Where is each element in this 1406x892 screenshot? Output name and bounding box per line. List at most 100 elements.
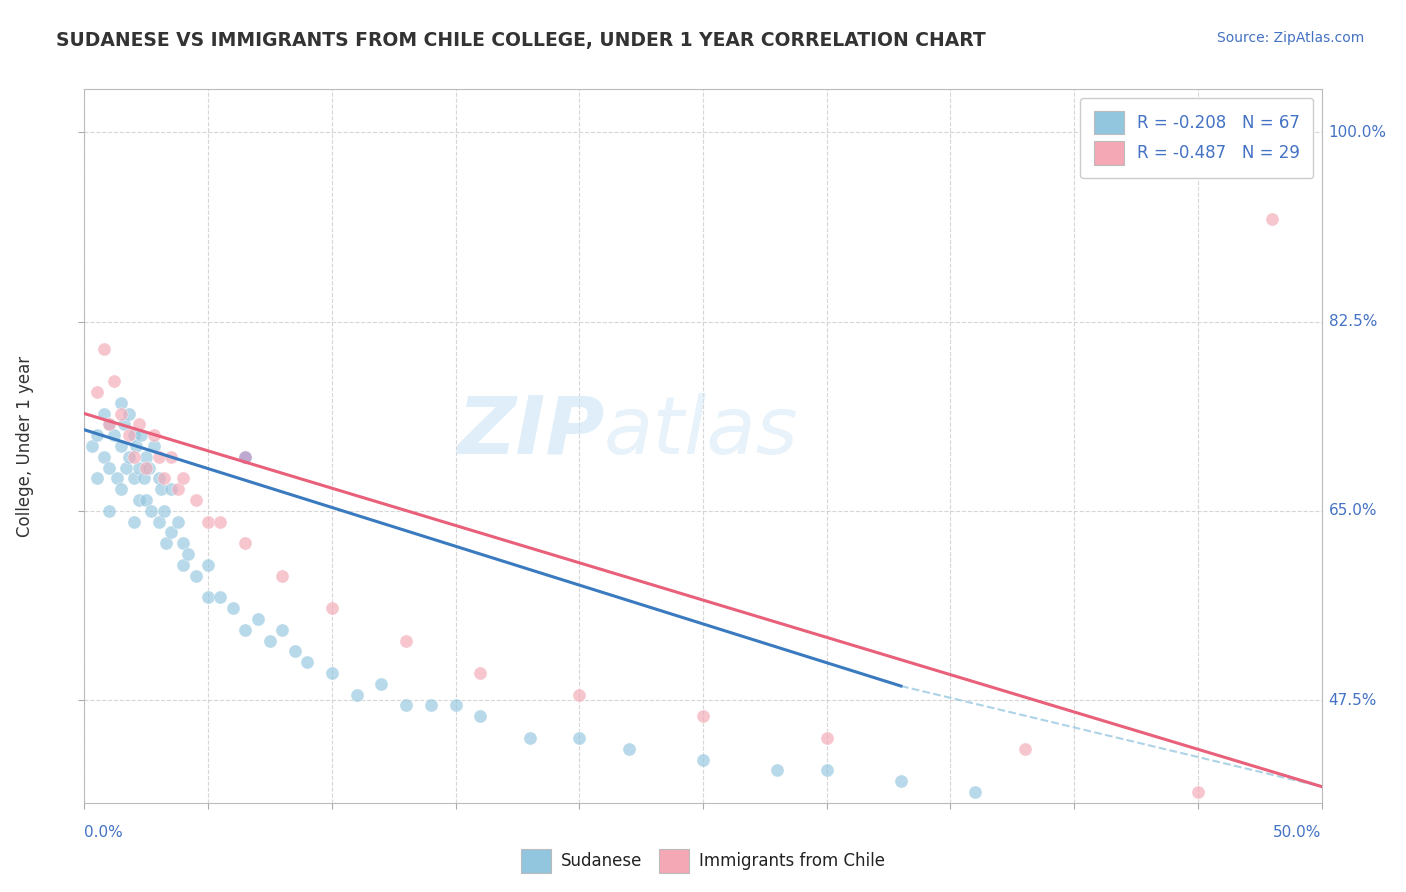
Point xyxy=(110,396,132,410)
Point xyxy=(122,471,145,485)
Point xyxy=(222,601,245,615)
Point xyxy=(1187,785,1209,799)
Point xyxy=(233,536,256,550)
Point xyxy=(110,407,132,421)
Point xyxy=(105,471,128,485)
Point xyxy=(271,623,294,637)
Point xyxy=(167,515,190,529)
Point xyxy=(233,450,256,464)
Point xyxy=(321,666,343,681)
Point xyxy=(80,439,103,453)
Point xyxy=(370,677,392,691)
Point xyxy=(295,655,318,669)
Point xyxy=(110,482,132,496)
Point xyxy=(172,471,194,485)
Point xyxy=(142,439,165,453)
Point xyxy=(98,504,121,518)
Point xyxy=(259,633,281,648)
Point xyxy=(110,439,132,453)
Text: 50.0%: 50.0% xyxy=(1274,825,1322,840)
Point xyxy=(395,633,418,648)
Point xyxy=(346,688,368,702)
Text: Source: ZipAtlas.com: Source: ZipAtlas.com xyxy=(1216,31,1364,45)
Text: atlas: atlas xyxy=(605,392,799,471)
Point xyxy=(132,471,155,485)
Legend: Sudanese, Immigrants from Chile: Sudanese, Immigrants from Chile xyxy=(515,842,891,880)
Point xyxy=(148,450,170,464)
Point xyxy=(284,644,307,658)
Point xyxy=(86,428,108,442)
Point xyxy=(568,688,591,702)
Point xyxy=(766,764,789,778)
Point xyxy=(209,591,232,605)
Text: 0.0%: 0.0% xyxy=(84,825,124,840)
Text: College, Under 1 year: College, Under 1 year xyxy=(17,355,34,537)
Point xyxy=(93,450,115,464)
Point xyxy=(115,460,138,475)
Point xyxy=(135,493,157,508)
Point xyxy=(692,753,714,767)
Point xyxy=(135,450,157,464)
Point xyxy=(815,764,838,778)
Text: 65.0%: 65.0% xyxy=(1329,503,1376,518)
Text: ZIP: ZIP xyxy=(457,392,605,471)
Point xyxy=(172,558,194,572)
Point xyxy=(177,547,200,561)
Point xyxy=(815,731,838,745)
Point xyxy=(197,591,219,605)
Point xyxy=(167,482,190,496)
Point xyxy=(122,450,145,464)
Point xyxy=(617,741,640,756)
Point xyxy=(692,709,714,723)
Point xyxy=(152,471,174,485)
Point xyxy=(568,731,591,745)
Point xyxy=(141,504,163,518)
Point xyxy=(1014,741,1036,756)
Point xyxy=(172,536,194,550)
Point xyxy=(148,471,170,485)
Point xyxy=(122,428,145,442)
Point xyxy=(125,439,148,453)
Point xyxy=(98,460,121,475)
Point xyxy=(470,709,492,723)
Point xyxy=(965,785,987,799)
Point xyxy=(142,428,165,442)
Point xyxy=(197,515,219,529)
Point xyxy=(155,536,177,550)
Point xyxy=(148,515,170,529)
Point xyxy=(122,515,145,529)
Text: SUDANESE VS IMMIGRANTS FROM CHILE COLLEGE, UNDER 1 YEAR CORRELATION CHART: SUDANESE VS IMMIGRANTS FROM CHILE COLLEG… xyxy=(56,31,986,50)
Point xyxy=(1261,211,1284,226)
Text: 82.5%: 82.5% xyxy=(1329,314,1376,329)
Legend: R = -0.208   N = 67, R = -0.487   N = 29: R = -0.208 N = 67, R = -0.487 N = 29 xyxy=(1080,97,1313,178)
Point xyxy=(118,450,141,464)
Point xyxy=(118,407,141,421)
Point xyxy=(98,417,121,432)
Point xyxy=(160,482,183,496)
Point xyxy=(98,417,121,432)
Point xyxy=(135,460,157,475)
Point xyxy=(470,666,492,681)
Point xyxy=(128,493,150,508)
Point xyxy=(890,774,912,789)
Point xyxy=(128,460,150,475)
Point xyxy=(233,623,256,637)
Point xyxy=(160,525,183,540)
Text: 47.5%: 47.5% xyxy=(1329,692,1376,707)
Point xyxy=(138,460,160,475)
Point xyxy=(103,428,125,442)
Point xyxy=(103,374,125,388)
Point xyxy=(93,342,115,356)
Point xyxy=(128,417,150,432)
Point xyxy=(152,504,174,518)
Point xyxy=(129,428,152,442)
Text: 100.0%: 100.0% xyxy=(1329,125,1386,140)
Point xyxy=(118,428,141,442)
Point xyxy=(271,568,294,582)
Point xyxy=(86,471,108,485)
Point xyxy=(419,698,441,713)
Point xyxy=(209,515,232,529)
Point xyxy=(246,612,269,626)
Point xyxy=(184,568,207,582)
Point xyxy=(86,384,108,399)
